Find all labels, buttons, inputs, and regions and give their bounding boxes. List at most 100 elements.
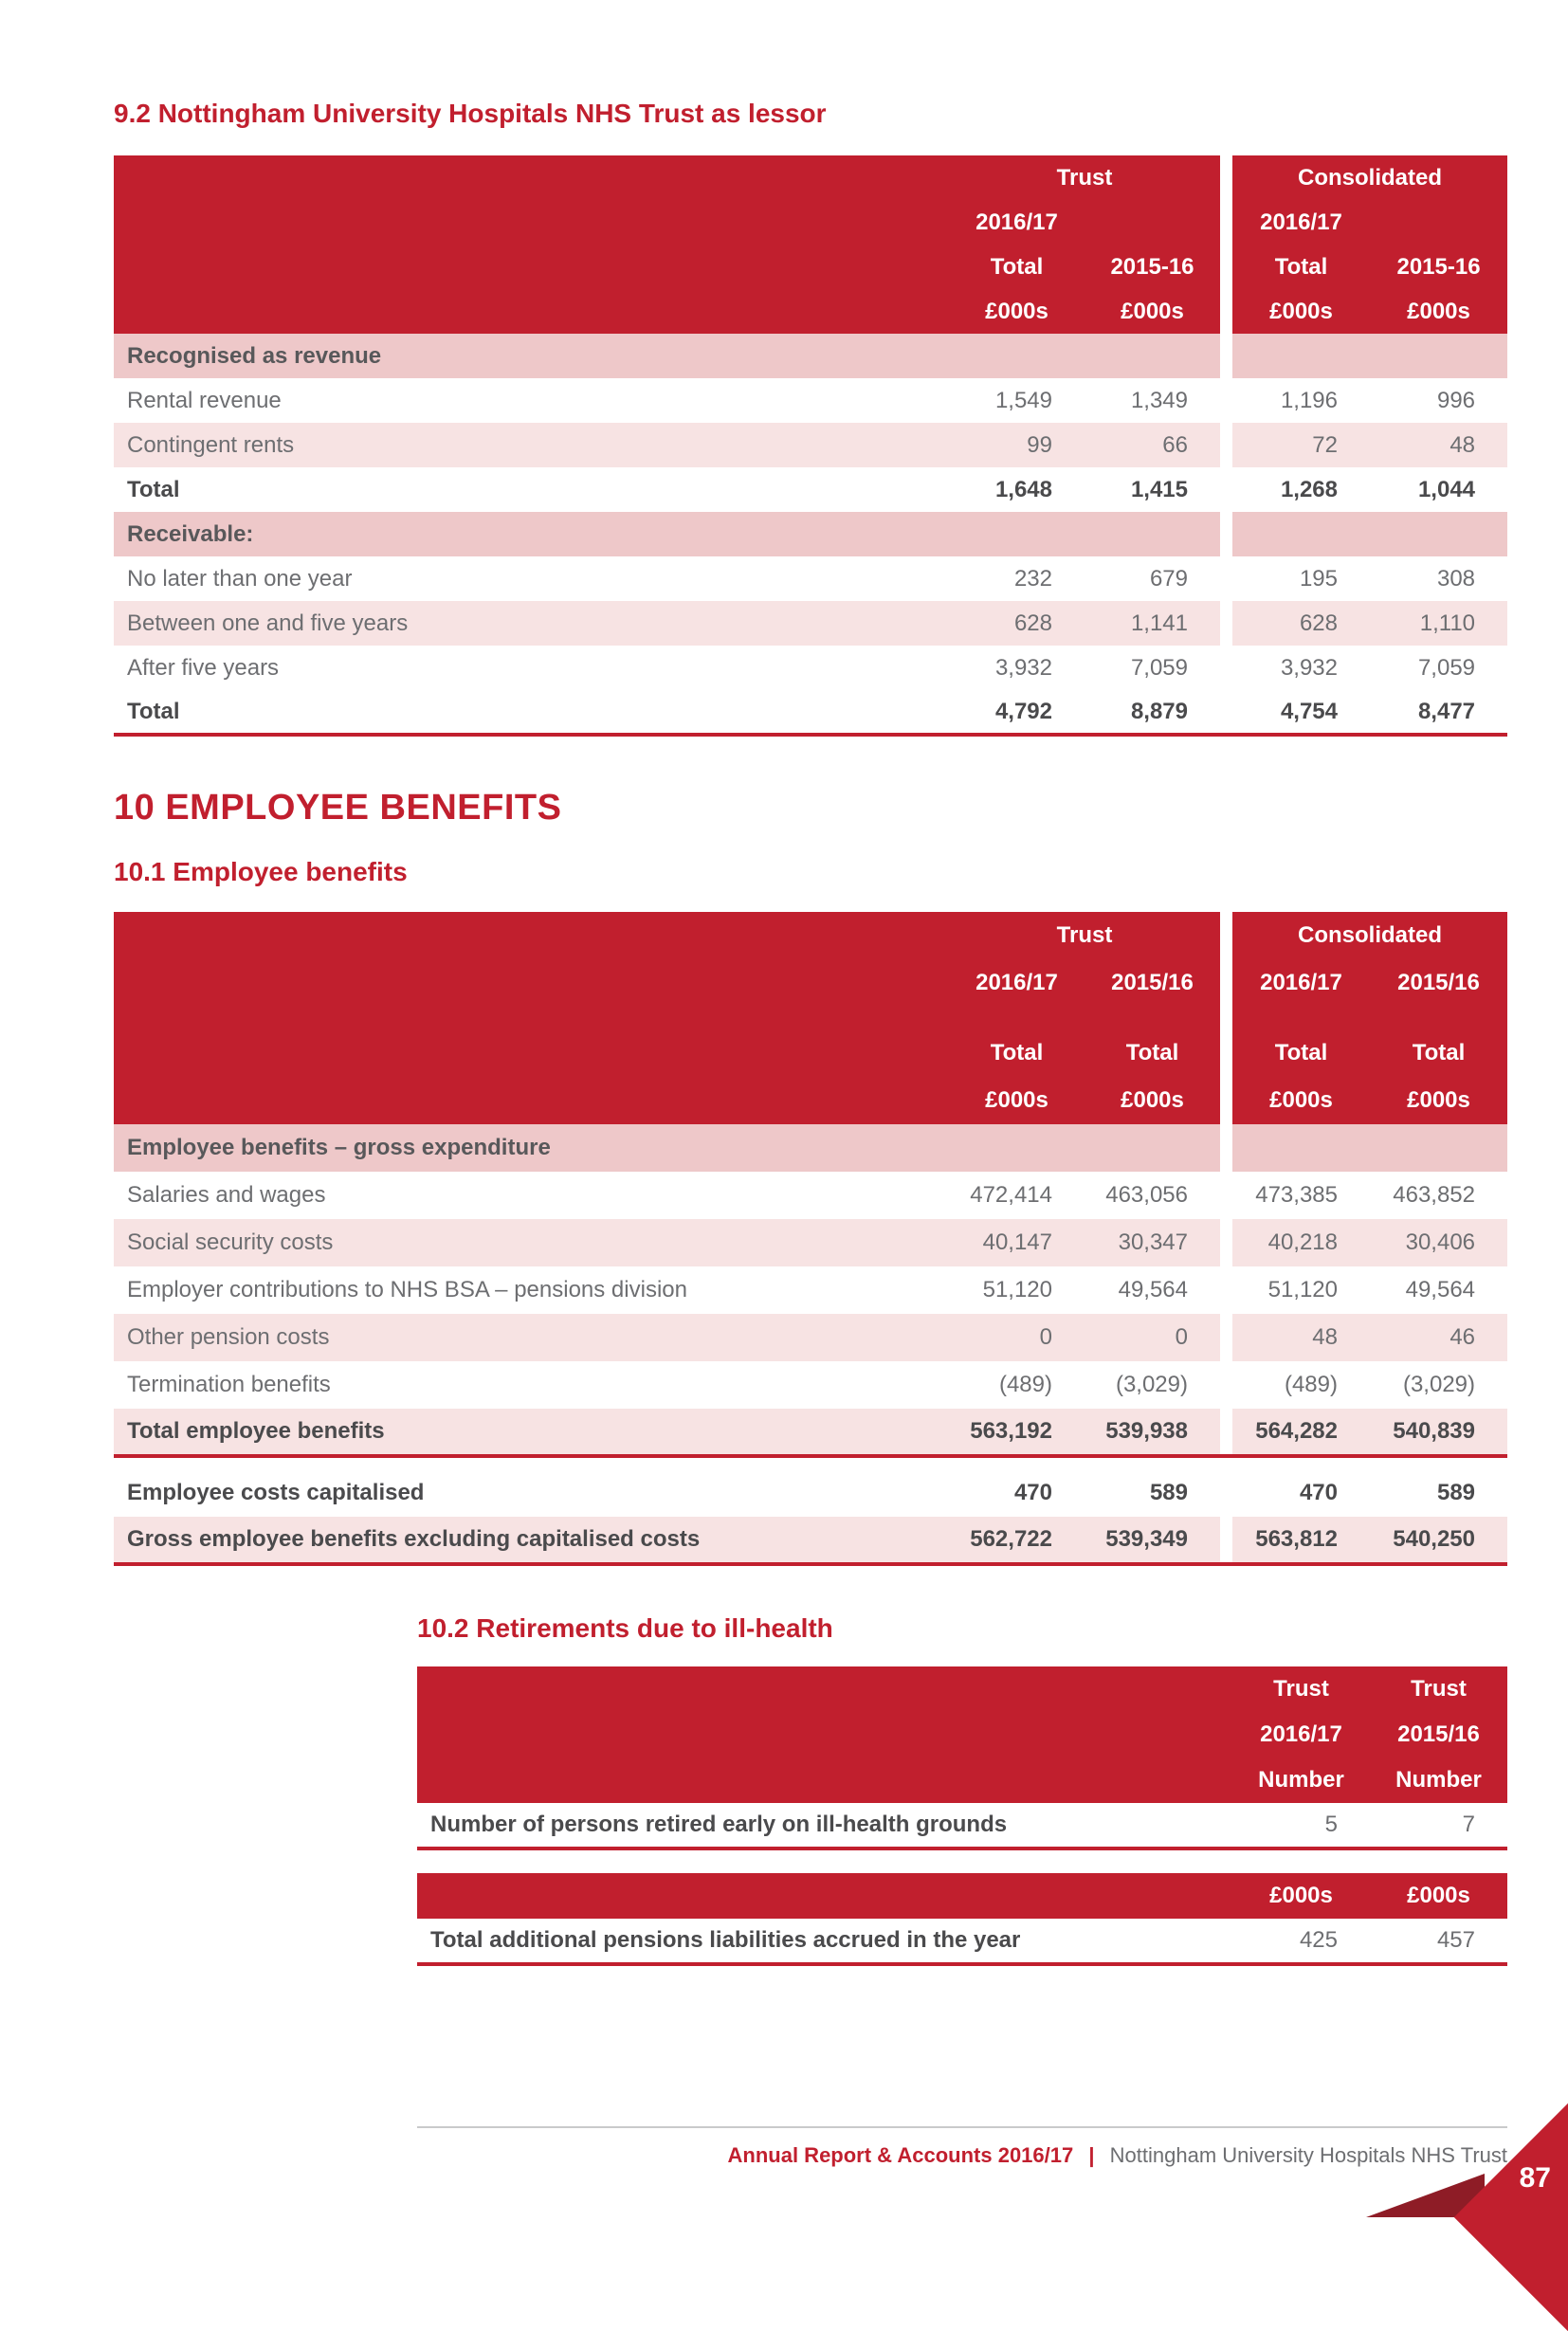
table-row: After five years 3,932 7,059 3,932 7,059 [114,646,1507,690]
subheader-row: Recognised as revenue [114,334,1508,378]
row-label: Employee benefits – gross expenditure [114,1124,1220,1172]
cell-value: 589 [1149,1480,1188,1505]
cell-value: 463,056 [1105,1182,1188,1208]
row-label: Other pension costs [114,1314,949,1361]
cell-value: 7,059 [1130,654,1188,681]
column-gap [1220,601,1232,646]
column-header: 2016/17 [1232,200,1370,245]
cell-value: 8,879 [1085,690,1220,737]
cell-value: 232 [1013,565,1052,592]
column-gap [1220,423,1232,467]
cell-value: 30,347 [1085,1219,1220,1266]
header-row: £000s £000s [417,1873,1507,1919]
cell-value: 99 [949,423,1085,467]
page-content: 9.2 Nottingham University Hospitals NHS … [114,99,1508,1966]
column-gap [1220,1314,1232,1361]
column-gap [1220,1124,1232,1172]
column-gap [1220,155,1232,200]
cell-value: 425 [1232,1919,1370,1966]
cell-value: 679 [1149,565,1188,592]
column-header: 2015-16 [1085,245,1220,289]
units-header: £000s [1370,1077,1508,1124]
cell-value: 51,120 [1267,1277,1338,1302]
cell-value: 563,192 [949,1409,1085,1458]
row-label: Employer contributions to NHS BSA – pens… [127,1277,687,1302]
column-gap [1220,378,1232,423]
column-header: 2015/16 [1085,959,1220,1007]
column-gap [1220,646,1232,690]
total-row: Total employee benefits 563,192 539,938 … [114,1409,1508,1458]
cell-value: 628 [949,601,1085,646]
cell-value: 539,938 [1085,1409,1220,1458]
header-cell-empty [1085,200,1220,245]
page-number: 87 [1519,2162,1551,2194]
column-gap [1220,245,1232,289]
cell-value: 562,722 [949,1517,1085,1566]
row-label: Receivable: [114,512,1220,556]
cell-value: 49,564 [1405,1277,1476,1302]
column-gap [1220,1077,1232,1124]
row-label: No later than one year [127,565,353,592]
column-header: Total [1370,1029,1508,1077]
footer-org-name: Nottingham University Hospitals NHS Trus… [1109,2143,1507,2167]
column-header: 2016/17 [949,200,1085,245]
column-gap [1220,1517,1232,1566]
cell-value: (3,029) [1115,1372,1188,1397]
cell-value: 7,059 [1417,654,1476,681]
header-cell-empty [114,245,949,289]
row-label: Between one and five years [114,601,949,646]
column-gap [1220,959,1232,1007]
trust-group-header: Trust [949,912,1220,959]
cell-value: 472,414 [970,1182,1052,1208]
cell-value: 1,549 [994,387,1052,413]
cell-value: 30,406 [1370,1219,1508,1266]
cell-value: 539,349 [1085,1517,1220,1566]
table-row: Number of persons retired early on ill-h… [417,1803,1507,1850]
cell-value: 308 [1436,565,1476,592]
row-label: Total employee benefits [114,1409,949,1458]
footer-separator: | [1088,2143,1095,2167]
column-header: Number [1232,1757,1370,1803]
row-label: Gross employee benefits excluding capita… [114,1517,949,1566]
header-cell-empty [417,1873,1232,1919]
column-header: Total [1085,1029,1220,1077]
subheader-fill [1232,1124,1508,1172]
consolidated-group-header: Consolidated [1232,912,1508,959]
cell-value: 40,147 [949,1219,1085,1266]
table-row: Social security costs 40,147 30,347 40,2… [114,1219,1508,1266]
header-cell-empty [417,1666,1232,1712]
cell-value: 1,268 [1280,476,1338,502]
header-cell-empty [114,1077,949,1124]
units-header: £000s [1232,1873,1370,1919]
row-label: Total additional pensions liabilities ac… [417,1919,1232,1966]
cell-value: 1,141 [1085,601,1220,646]
header-cell-empty [114,200,949,245]
table-row: Other pension costs 0 0 48 46 [114,1314,1508,1361]
row-label: Total [114,690,949,737]
column-header: Total [1232,245,1370,289]
column-gap [1220,1007,1232,1029]
header-row: 2016/17 2016/17 [114,200,1508,245]
column-header: Trust [1370,1666,1507,1712]
column-header: 2016/17 [1232,959,1370,1007]
column-gap [1220,334,1232,378]
header-spacer-row [114,1007,1508,1029]
cell-value: 66 [1085,423,1220,467]
cell-value: 470 [1299,1480,1338,1505]
employee-benefits-table: Trust Consolidated 2016/17 2015/16 2016/… [114,912,1508,1566]
cell-value: 564,282 [1232,1409,1370,1458]
column-gap [1220,1469,1232,1517]
column-header: 2015/16 [1370,959,1508,1007]
header-cell-empty [114,1029,949,1077]
column-gap [1220,1219,1232,1266]
section-heading-10: 10 EMPLOYEE BENEFITS [114,788,562,828]
table-row: Contingent rents 99 66 72 48 [114,423,1508,467]
row-label: Employee costs capitalised [127,1480,425,1505]
cell-value: 463,852 [1393,1182,1476,1208]
header-row: Total Total Total Total [114,1029,1508,1077]
spacer-row [417,1848,1507,1873]
column-header: Trust [1232,1666,1370,1712]
row-label: Social security costs [114,1219,949,1266]
header-row: Total 2015-16 Total 2015-16 [114,245,1508,289]
row-label: Number of persons retired early on ill-h… [417,1803,1232,1850]
